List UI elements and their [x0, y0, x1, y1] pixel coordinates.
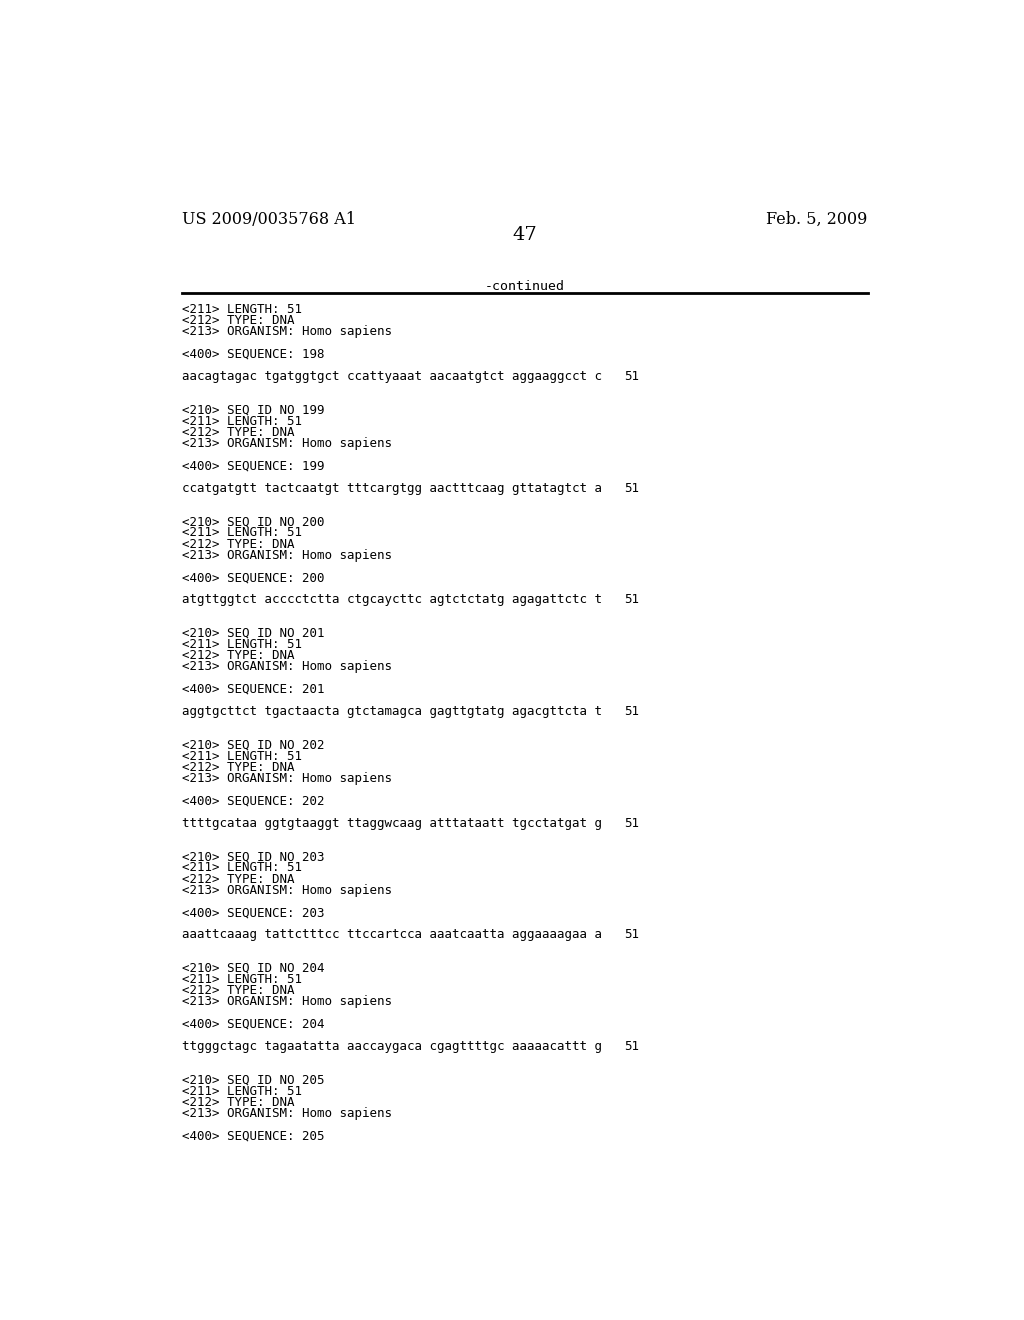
- Text: <211> LENGTH: 51: <211> LENGTH: 51: [182, 638, 302, 651]
- Text: <400> SEQUENCE: 201: <400> SEQUENCE: 201: [182, 682, 325, 696]
- Text: <210> SEQ ID NO 199: <210> SEQ ID NO 199: [182, 404, 325, 417]
- Text: aacagtagac tgatggtgct ccattyaaat aacaatgtct aggaaggcct c: aacagtagac tgatggtgct ccattyaaat aacaatg…: [182, 370, 602, 383]
- Text: ccatgatgtt tactcaatgt tttcargtgg aactttcaag gttatagtct a: ccatgatgtt tactcaatgt tttcargtgg aactttc…: [182, 482, 602, 495]
- Text: <213> ORGANISM: Homo sapiens: <213> ORGANISM: Homo sapiens: [182, 884, 392, 896]
- Text: US 2009/0035768 A1: US 2009/0035768 A1: [182, 211, 356, 228]
- Text: -continued: -continued: [484, 280, 565, 293]
- Text: aggtgcttct tgactaacta gtctamagca gagttgtatg agacgttcta t: aggtgcttct tgactaacta gtctamagca gagttgt…: [182, 705, 602, 718]
- Text: <211> LENGTH: 51: <211> LENGTH: 51: [182, 1085, 302, 1098]
- Text: Feb. 5, 2009: Feb. 5, 2009: [766, 211, 867, 228]
- Text: <400> SEQUENCE: 200: <400> SEQUENCE: 200: [182, 572, 325, 585]
- Text: ttgggctagc tagaatatta aaccaygaca cgagttttgc aaaaacattt g: ttgggctagc tagaatatta aaccaygaca cgagttt…: [182, 1040, 602, 1053]
- Text: <212> TYPE: DNA: <212> TYPE: DNA: [182, 426, 295, 440]
- Text: <213> ORGANISM: Homo sapiens: <213> ORGANISM: Homo sapiens: [182, 1107, 392, 1121]
- Text: 47: 47: [512, 226, 538, 244]
- Text: <213> ORGANISM: Homo sapiens: <213> ORGANISM: Homo sapiens: [182, 326, 392, 338]
- Text: atgttggtct acccctctta ctgcaycttc agtctctatg agagattctc t: atgttggtct acccctctta ctgcaycttc agtctct…: [182, 594, 602, 606]
- Text: <212> TYPE: DNA: <212> TYPE: DNA: [182, 760, 295, 774]
- Text: <213> ORGANISM: Homo sapiens: <213> ORGANISM: Homo sapiens: [182, 549, 392, 562]
- Text: <400> SEQUENCE: 198: <400> SEQUENCE: 198: [182, 348, 325, 360]
- Text: <210> SEQ ID NO 203: <210> SEQ ID NO 203: [182, 850, 325, 863]
- Text: aaattcaaag tattctttcc ttccartcca aaatcaatta aggaaaagaa a: aaattcaaag tattctttcc ttccartcca aaatcaa…: [182, 928, 602, 941]
- Text: <400> SEQUENCE: 205: <400> SEQUENCE: 205: [182, 1130, 325, 1142]
- Text: <213> ORGANISM: Homo sapiens: <213> ORGANISM: Homo sapiens: [182, 660, 392, 673]
- Text: <211> LENGTH: 51: <211> LENGTH: 51: [182, 862, 302, 874]
- Text: <211> LENGTH: 51: <211> LENGTH: 51: [182, 527, 302, 540]
- Text: <212> TYPE: DNA: <212> TYPE: DNA: [182, 873, 295, 886]
- Text: ttttgcataa ggtgtaaggt ttaggwcaag atttataatt tgcctatgat g: ttttgcataa ggtgtaaggt ttaggwcaag atttata…: [182, 817, 602, 830]
- Text: <213> ORGANISM: Homo sapiens: <213> ORGANISM: Homo sapiens: [182, 437, 392, 450]
- Text: <212> TYPE: DNA: <212> TYPE: DNA: [182, 314, 295, 327]
- Text: <211> LENGTH: 51: <211> LENGTH: 51: [182, 973, 302, 986]
- Text: 51: 51: [624, 482, 639, 495]
- Text: 51: 51: [624, 928, 639, 941]
- Text: <210> SEQ ID NO 205: <210> SEQ ID NO 205: [182, 1073, 325, 1086]
- Text: <213> ORGANISM: Homo sapiens: <213> ORGANISM: Homo sapiens: [182, 995, 392, 1008]
- Text: <211> LENGTH: 51: <211> LENGTH: 51: [182, 750, 302, 763]
- Text: <210> SEQ ID NO 201: <210> SEQ ID NO 201: [182, 627, 325, 640]
- Text: <212> TYPE: DNA: <212> TYPE: DNA: [182, 985, 295, 997]
- Text: 51: 51: [624, 817, 639, 830]
- Text: 51: 51: [624, 370, 639, 383]
- Text: <211> LENGTH: 51: <211> LENGTH: 51: [182, 304, 302, 317]
- Text: <400> SEQUENCE: 203: <400> SEQUENCE: 203: [182, 906, 325, 919]
- Text: 51: 51: [624, 705, 639, 718]
- Text: 51: 51: [624, 1040, 639, 1053]
- Text: <400> SEQUENCE: 204: <400> SEQUENCE: 204: [182, 1018, 325, 1031]
- Text: <210> SEQ ID NO 200: <210> SEQ ID NO 200: [182, 515, 325, 528]
- Text: <210> SEQ ID NO 202: <210> SEQ ID NO 202: [182, 739, 325, 751]
- Text: 51: 51: [624, 594, 639, 606]
- Text: <400> SEQUENCE: 199: <400> SEQUENCE: 199: [182, 459, 325, 473]
- Text: <213> ORGANISM: Homo sapiens: <213> ORGANISM: Homo sapiens: [182, 772, 392, 785]
- Text: <400> SEQUENCE: 202: <400> SEQUENCE: 202: [182, 795, 325, 808]
- Text: <211> LENGTH: 51: <211> LENGTH: 51: [182, 414, 302, 428]
- Text: <212> TYPE: DNA: <212> TYPE: DNA: [182, 537, 295, 550]
- Text: <212> TYPE: DNA: <212> TYPE: DNA: [182, 649, 295, 663]
- Text: <210> SEQ ID NO 204: <210> SEQ ID NO 204: [182, 962, 325, 975]
- Text: <212> TYPE: DNA: <212> TYPE: DNA: [182, 1096, 295, 1109]
